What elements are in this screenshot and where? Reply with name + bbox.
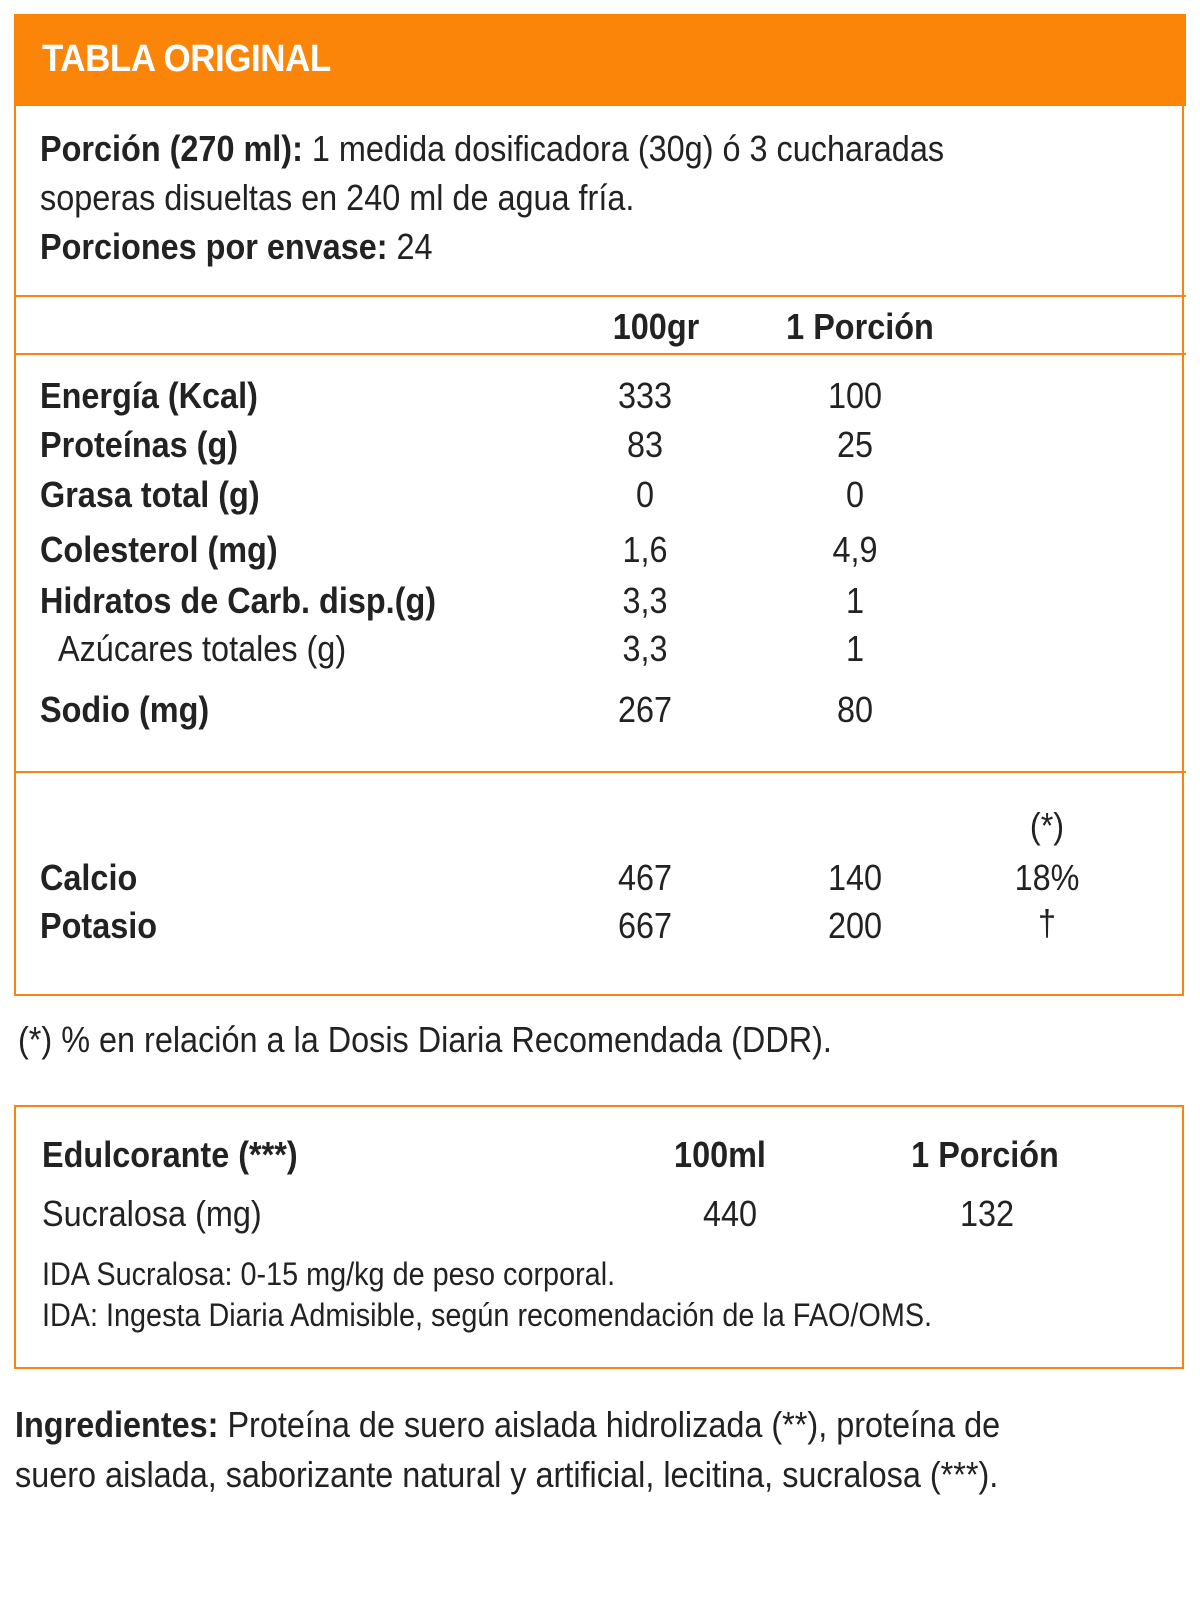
- portion-label: Porción (270 ml):: [40, 128, 303, 169]
- portion-line-2: soperas disueltas en 240 ml de agua fría…: [40, 177, 635, 218]
- nutrient-per100: 3,3: [622, 580, 668, 621]
- portion-line-1: Porción (270 ml): 1 medida dosificadora …: [40, 131, 944, 167]
- nutrient-name: Energía (Kcal): [40, 375, 258, 416]
- col-header-100gr: 100gr: [612, 306, 700, 347]
- ida-note-1: IDA Sucralosa: 0-15 mg/kg de peso corpor…: [42, 1256, 616, 1292]
- table-header-bar: TABLA ORIGINAL: [14, 14, 1186, 106]
- sweetener-title: Edulcorante (***): [42, 1134, 298, 1175]
- mineral-ddr: †: [1037, 902, 1057, 943]
- mineral-name: Potasio: [40, 905, 158, 946]
- nutrient-per100: 83: [626, 424, 664, 465]
- ddr-footnote: (*) % en relación a la Dosis Diaria Reco…: [18, 1019, 832, 1060]
- nutrient-name: Hidratos de Carb. disp.(g): [40, 580, 437, 621]
- nutrient-per-portion: 25: [836, 424, 874, 465]
- sweetener-table: [14, 1105, 1184, 1369]
- sweetener-per-portion: 132: [959, 1193, 1015, 1234]
- mineral-per-portion: 200: [827, 905, 883, 946]
- nutrient-name: Sodio (mg): [40, 689, 210, 730]
- nutrient-per100: 1,6: [622, 529, 668, 570]
- mineral-ddr: 18%: [1014, 857, 1080, 898]
- nutrient-per100: 267: [617, 689, 673, 730]
- nutrient-per-portion: 1: [845, 580, 865, 621]
- servings-label: Porciones por envase:: [40, 226, 388, 267]
- servings-value: 24: [387, 226, 433, 267]
- nutrient-per100: 333: [617, 375, 673, 416]
- table-title: TABLA ORIGINAL: [42, 38, 331, 80]
- nutrient-name: Proteínas (g): [40, 424, 239, 465]
- nutrient-name: Colesterol (mg): [40, 529, 278, 570]
- nutrient-per100: 3,3: [622, 628, 668, 669]
- ida-note-2: IDA: Ingesta Diaria Admisible, según rec…: [42, 1297, 933, 1333]
- nutrient-per-portion: 0: [845, 474, 865, 515]
- nutrient-per-portion: 4,9: [832, 529, 878, 570]
- ingredients-line-2: suero aislada, saborizante natural y art…: [15, 1454, 999, 1495]
- nutrient-per-portion: 100: [827, 375, 883, 416]
- ingredients-text: Proteína de suero aislada hidrolizada (*…: [218, 1404, 1001, 1445]
- portion-text: 1 medida dosificadora (30g) ó 3 cucharad…: [302, 128, 945, 169]
- nutrient-per100: 0: [635, 474, 655, 515]
- nutrient-name: Azúcares totales (g): [58, 628, 347, 669]
- ingredients-line-1: Ingredientes: Proteína de suero aislada …: [15, 1407, 1000, 1443]
- divider: [14, 353, 1186, 355]
- divider: [14, 771, 1186, 773]
- divider: [14, 295, 1186, 297]
- mineral-per100: 467: [617, 857, 673, 898]
- nutrient-per-portion: 1: [845, 628, 865, 669]
- nutrient-name: Grasa total (g): [40, 474, 260, 515]
- col-header-portion: 1 Porción: [786, 306, 934, 347]
- sweetener-per100: 440: [702, 1193, 758, 1234]
- servings-line: Porciones por envase: 24: [40, 229, 433, 265]
- ingredients-label: Ingredientes:: [15, 1404, 219, 1445]
- ddr-header: (*): [1029, 805, 1065, 846]
- nutrient-per-portion: 80: [836, 689, 874, 730]
- sweetener-name: Sucralosa (mg): [42, 1193, 262, 1234]
- mineral-name: Calcio: [40, 857, 138, 898]
- mineral-per100: 667: [617, 905, 673, 946]
- mineral-per-portion: 140: [827, 857, 883, 898]
- sweetener-col-100ml: 100ml: [674, 1134, 766, 1175]
- sweetener-col-portion: 1 Porción: [911, 1134, 1059, 1175]
